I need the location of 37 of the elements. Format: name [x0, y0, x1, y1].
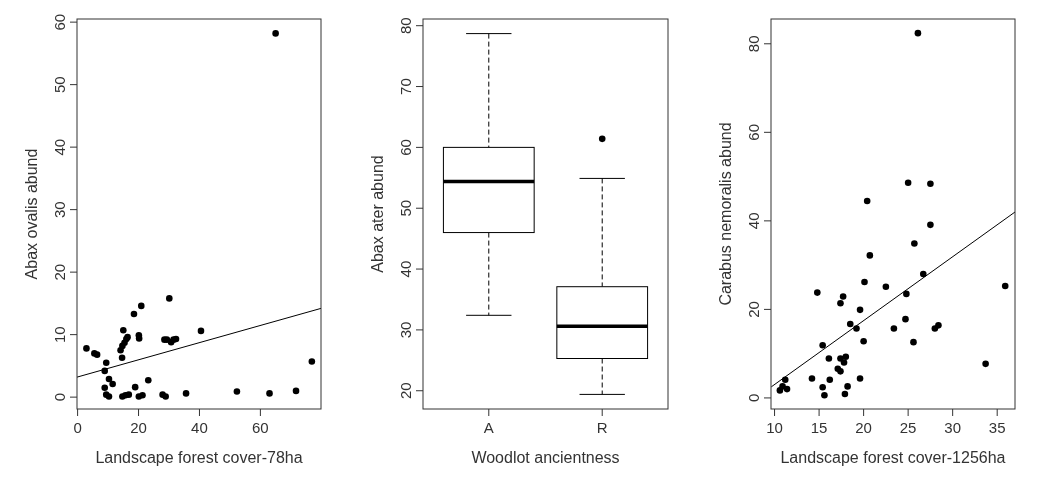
y-tick-label: 70 — [397, 78, 414, 95]
x-tick-label: R — [596, 419, 608, 436]
x-tick-label: 30 — [944, 419, 962, 436]
y-tick-label: 40 — [745, 212, 762, 230]
y-tick-label: 60 — [397, 139, 414, 156]
y-tick-label: 40 — [397, 260, 414, 278]
y-tick-label: 20 — [745, 301, 762, 318]
x-tick-label: 35 — [988, 419, 1006, 436]
y-tick-label: 60 — [745, 123, 762, 141]
x-tick-label: 60 — [252, 419, 269, 436]
x-tick-label: 0 — [73, 419, 82, 436]
x-tick-label: 10 — [766, 419, 783, 436]
y-axis-title: Abax ovalis abund — [23, 148, 40, 280]
y-tick-label: 20 — [397, 382, 414, 400]
x-tick-label: 15 — [810, 419, 828, 436]
y-axis-title: Carabus nemoralis abund — [717, 122, 734, 306]
y-tick-label: 0 — [745, 393, 762, 403]
y-tick-label: 10 — [51, 326, 68, 343]
y-tick-label: 40 — [51, 138, 68, 156]
x-tick-label: 40 — [191, 419, 208, 436]
y-tick-label: 0 — [51, 392, 68, 402]
y-tick-label: 30 — [397, 321, 414, 339]
y-tick-label: 20 — [51, 263, 68, 281]
y-tick-label: 80 — [745, 35, 762, 53]
y-tick-label: 80 — [397, 17, 414, 35]
x-tick-label: 20 — [855, 419, 872, 436]
y-axis-title: Abax ater abund — [369, 155, 386, 273]
x-axis-title: Woodlot ancientness — [471, 449, 620, 466]
y-tick-label: 60 — [51, 13, 68, 31]
x-axis-title: Landscape forest cover-78ha — [95, 449, 303, 466]
x-axis-title: Landscape forest cover-1256ha — [780, 449, 1006, 466]
x-tick-label: 20 — [130, 419, 147, 436]
x-tick-label: 25 — [899, 419, 917, 436]
y-tick-label: 50 — [51, 76, 68, 93]
y-tick-label: 50 — [397, 199, 414, 217]
x-tick-label: A — [483, 419, 494, 436]
y-tick-label: 30 — [51, 201, 68, 218]
